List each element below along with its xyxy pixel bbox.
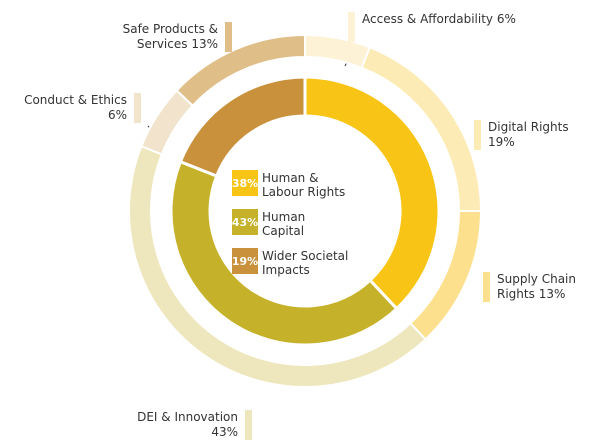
label-bar (483, 272, 490, 302)
outer-label: Safe Products & Services 13% (88, 22, 232, 52)
legend-swatch: 19% (232, 248, 258, 274)
outer_ring-segment (140, 89, 195, 156)
outer-label: Access & Affordability 6% (348, 12, 532, 42)
label-value: 19% (488, 135, 515, 149)
label-name: Digital Rights (488, 120, 569, 134)
label-name: Supply Chain Rights (497, 272, 576, 301)
label-value: 6% (107, 108, 127, 122)
outer_ring-segment (175, 33, 306, 107)
outer-label: Conduct & Ethics 6% (2, 93, 141, 123)
legend-text: Wider Societal Impacts (262, 249, 349, 277)
inner_ring-segment (178, 75, 307, 178)
label-bar (348, 12, 355, 42)
label-bar (474, 120, 481, 150)
outer_ring-segment (304, 33, 372, 70)
legend-item: 19% Wider Societal Impacts (232, 248, 352, 277)
legend-text: Human & Labour Rights (262, 171, 346, 199)
label-name: Safe Products & Services (122, 22, 218, 51)
label-bar (245, 410, 252, 440)
legend-text: Human Capital (262, 210, 306, 238)
legend-swatch: 43% (232, 209, 258, 235)
label-value: 43% (211, 425, 238, 439)
label-value: 13% (191, 37, 218, 51)
label-name: Conduct & Ethics (24, 93, 127, 107)
label-bar (134, 93, 141, 123)
outer-label: Digital Rights 19% (474, 120, 578, 150)
label-name: Access & Affordability (362, 12, 494, 26)
label-value: 6% (496, 12, 516, 26)
legend-item: 43% Human Capital (232, 209, 352, 238)
outer-label: DEI & Innovation 43% (108, 410, 252, 440)
inner_ring-segment (169, 159, 399, 347)
label-value: 13% (538, 287, 566, 301)
legend-item: 38% Human & Labour Rights (232, 170, 352, 199)
outer-label: Supply Chain Rights 13% (483, 272, 587, 302)
label-bar (225, 22, 232, 52)
legend-swatch: 38% (232, 170, 258, 196)
inner_ring-segment (303, 75, 441, 311)
label-name: DEI & Innovation (137, 410, 238, 424)
